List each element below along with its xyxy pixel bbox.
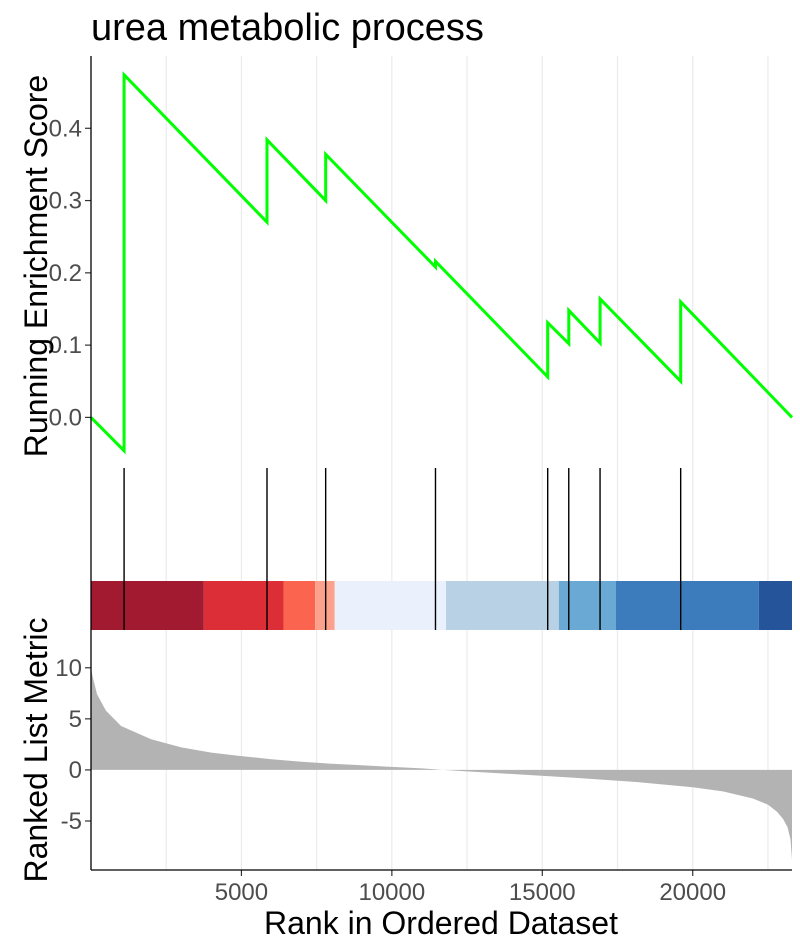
y-tick-label: 0.4 bbox=[49, 115, 82, 142]
color-band bbox=[334, 581, 447, 630]
ranked-metric-grid bbox=[165, 630, 769, 870]
gene-hit-lines bbox=[123, 468, 682, 630]
x-axis-ticks: 5000 10000 15000 20000 bbox=[215, 870, 726, 906]
gene-hit-panel bbox=[91, 468, 792, 630]
axis-lines bbox=[90, 56, 792, 871]
enrichment-y-ticks: 0.0 0.1 0.2 0.3 0.4 bbox=[49, 115, 91, 431]
enrichment-grid bbox=[165, 56, 769, 468]
ranked-metric-area bbox=[91, 667, 792, 860]
y-tick-label: 0.3 bbox=[49, 188, 82, 215]
rank-color-bar bbox=[91, 581, 792, 630]
color-band bbox=[283, 581, 316, 630]
y-tick-label: 0.2 bbox=[49, 260, 82, 287]
x-tick-label: 15000 bbox=[509, 879, 576, 906]
color-band bbox=[203, 581, 284, 630]
running-enrichment-line bbox=[89, 71, 794, 455]
y-tick-label: 0 bbox=[69, 757, 82, 784]
x-tick-label: 5000 bbox=[215, 879, 268, 906]
enrichment-score-panel: 0.0 0.1 0.2 0.3 0.4 Running Enrichment Score bbox=[18, 56, 794, 468]
y-tick-label: 10 bbox=[55, 655, 82, 682]
x-axis-title: Rank in Ordered Dataset bbox=[264, 905, 618, 941]
ranked-metric-panel: 10 5 0 -5 5000 10000 15000 20000 Ranked List M… bbox=[18, 618, 792, 941]
color-band bbox=[315, 581, 335, 630]
color-band bbox=[558, 581, 616, 630]
x-tick-label: 20000 bbox=[659, 879, 726, 906]
y-tick-label: -5 bbox=[61, 808, 82, 835]
y-tick-label: 5 bbox=[69, 706, 82, 733]
ranked-metric-y-ticks: 10 5 0 -5 bbox=[55, 655, 91, 835]
y-tick-label: 0.1 bbox=[49, 332, 82, 359]
color-band bbox=[446, 581, 559, 630]
ranked-metric-y-axis-title: Ranked List Metric bbox=[18, 618, 54, 883]
color-band bbox=[91, 581, 204, 630]
y-tick-label: 0.0 bbox=[49, 404, 82, 431]
x-tick-label: 10000 bbox=[358, 879, 425, 906]
color-band bbox=[615, 581, 759, 630]
chart-title: urea metabolic process bbox=[91, 7, 484, 49]
enrichment-y-axis-title: Running Enrichment Score bbox=[18, 75, 54, 457]
color-band bbox=[758, 581, 792, 630]
